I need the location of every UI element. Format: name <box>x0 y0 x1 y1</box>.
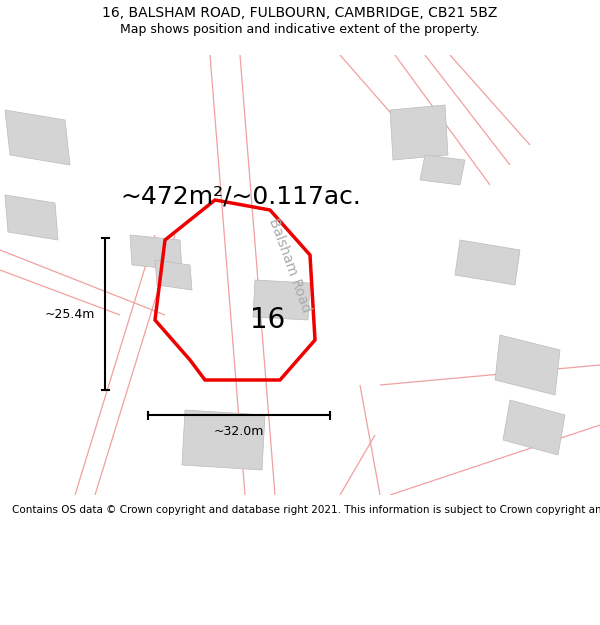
Polygon shape <box>253 280 310 320</box>
Polygon shape <box>455 240 520 285</box>
Text: Map shows position and indicative extent of the property.: Map shows position and indicative extent… <box>120 24 480 36</box>
Text: ~32.0m: ~32.0m <box>214 425 264 438</box>
Text: Contains OS data © Crown copyright and database right 2021. This information is : Contains OS data © Crown copyright and d… <box>12 505 600 515</box>
Polygon shape <box>495 335 560 395</box>
Text: 16: 16 <box>250 306 286 334</box>
Text: ~25.4m: ~25.4m <box>44 308 95 321</box>
Polygon shape <box>130 235 182 270</box>
Polygon shape <box>155 260 192 290</box>
Polygon shape <box>5 195 58 240</box>
Polygon shape <box>5 110 70 165</box>
Text: ~472m²/~0.117ac.: ~472m²/~0.117ac. <box>120 185 361 209</box>
Polygon shape <box>420 155 465 185</box>
Polygon shape <box>182 410 265 470</box>
Text: 16, BALSHAM ROAD, FULBOURN, CAMBRIDGE, CB21 5BZ: 16, BALSHAM ROAD, FULBOURN, CAMBRIDGE, C… <box>103 6 497 20</box>
Text: Balsham Road: Balsham Road <box>266 216 314 314</box>
Polygon shape <box>390 105 448 160</box>
Polygon shape <box>503 400 565 455</box>
